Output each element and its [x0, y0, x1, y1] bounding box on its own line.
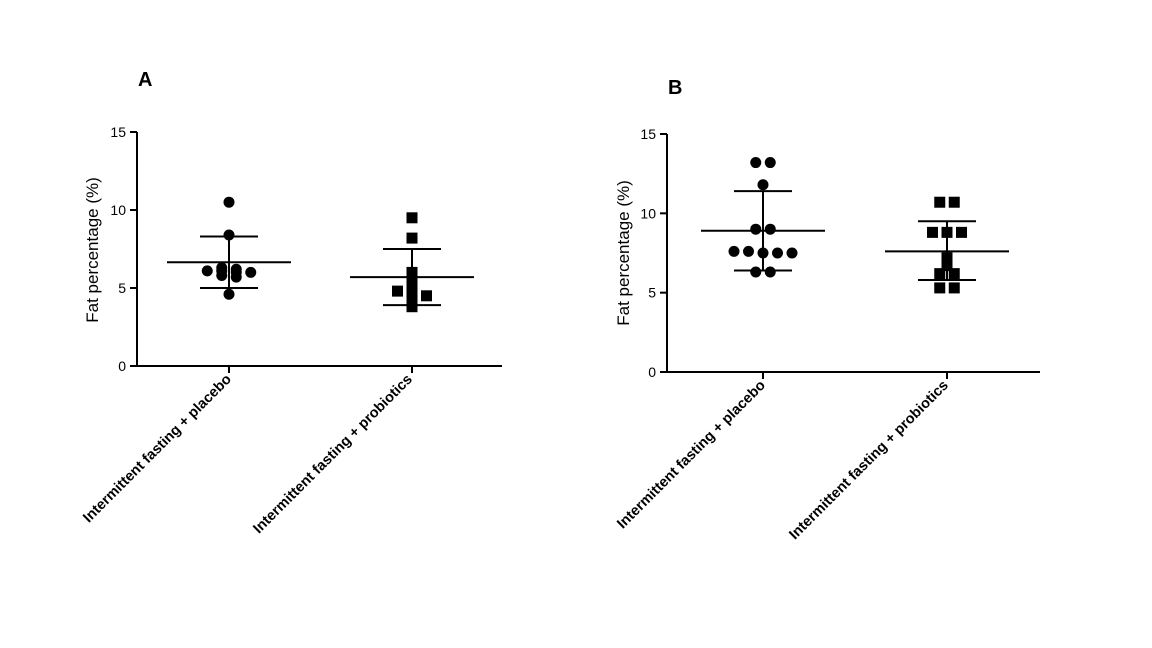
y-tick-label: 0 — [118, 358, 126, 374]
data-point — [223, 229, 235, 241]
data-point — [223, 288, 235, 300]
y-tick-label: 0 — [648, 364, 656, 380]
data-point — [934, 196, 946, 208]
series-group — [885, 196, 1009, 294]
y-tick-label: 5 — [118, 280, 126, 296]
data-point — [392, 285, 403, 297]
y-tick-label: 10 — [110, 202, 126, 218]
category-label: Intermittent fasting + probiotics — [786, 378, 951, 543]
data-point — [786, 247, 798, 259]
category-label: Intermittent fasting + placebo — [80, 371, 235, 526]
series-group — [701, 157, 825, 278]
data-point — [201, 265, 213, 277]
category-label: Intermittent fasting + probiotics — [250, 372, 415, 537]
data-point — [245, 266, 257, 278]
panel-b: B Fat percentage (%) 0 5 10 15 Intermittent… — [614, 77, 1040, 543]
data-point — [406, 232, 418, 244]
y-tick-label: 15 — [110, 124, 126, 140]
y-tick-label: 10 — [640, 205, 656, 221]
data-point — [772, 247, 783, 259]
data-point — [948, 268, 960, 280]
panel-letter-b: B — [668, 77, 682, 99]
y-axis-title: Fat percentage (%) — [614, 180, 633, 326]
series-group — [350, 212, 474, 313]
panel-letter-a: A — [138, 69, 152, 91]
data-point — [934, 268, 946, 280]
data-point — [934, 282, 946, 294]
y-tick-label: 15 — [640, 126, 656, 142]
data-point — [750, 266, 762, 278]
y-ticks: 0 5 10 15 — [640, 126, 667, 380]
y-ticks: 0 5 10 15 — [110, 124, 137, 374]
data-point — [216, 270, 228, 282]
data-point — [406, 301, 418, 313]
category-label: Intermittent fasting + placebo — [614, 377, 769, 532]
data-point — [764, 157, 776, 169]
data-point — [927, 226, 938, 238]
data-point — [948, 196, 960, 208]
data-marks — [167, 196, 474, 313]
data-point — [406, 212, 418, 224]
data-point — [230, 271, 242, 283]
data-point — [750, 223, 762, 235]
data-point — [421, 290, 432, 302]
x-ticks — [228, 366, 413, 373]
data-point — [948, 282, 960, 294]
data-point — [757, 179, 769, 191]
y-axis-title: Fat percentage (%) — [83, 177, 102, 323]
series-group — [167, 196, 291, 300]
y-tick-label: 5 — [648, 285, 656, 301]
data-point — [764, 266, 776, 278]
data-point — [750, 157, 762, 169]
data-point — [764, 223, 776, 235]
data-point — [223, 196, 235, 208]
data-point — [956, 226, 967, 238]
x-ticks — [762, 372, 948, 379]
data-point — [743, 245, 754, 257]
panel-a: A Fat percentage (%) 0 5 10 15 Intermittent… — [80, 69, 502, 537]
data-marks — [701, 157, 1009, 294]
data-point — [728, 245, 740, 257]
